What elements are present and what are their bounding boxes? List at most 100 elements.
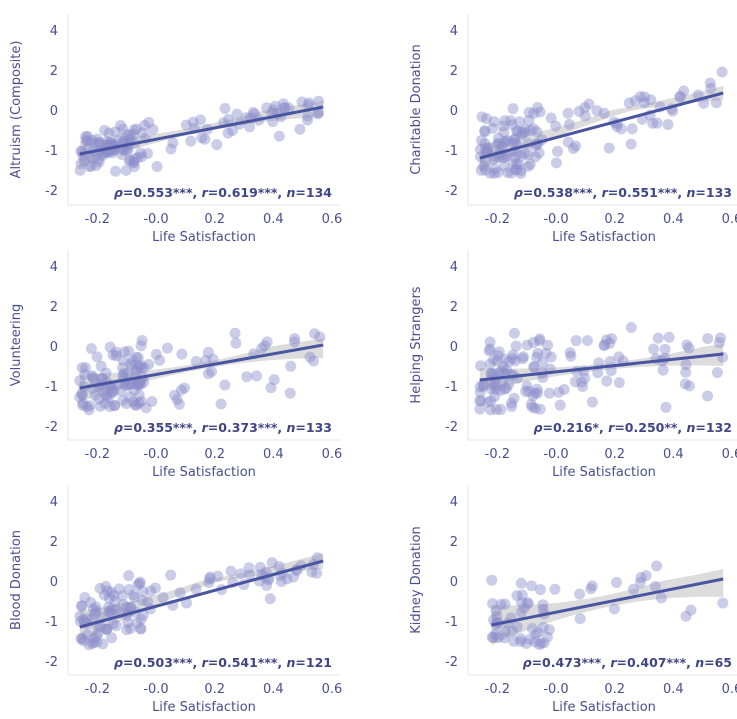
data-point — [521, 339, 533, 351]
data-point — [275, 576, 287, 588]
data-point — [564, 347, 576, 359]
data-point — [662, 119, 674, 131]
data-point — [122, 368, 134, 380]
data-point — [91, 351, 103, 363]
data-point — [511, 125, 523, 137]
data-point — [91, 605, 103, 617]
data-point — [505, 167, 517, 179]
data-point — [678, 85, 690, 97]
data-point — [273, 561, 285, 573]
data-point — [527, 390, 539, 402]
data-point — [534, 403, 546, 415]
data-point — [477, 380, 489, 392]
data-point — [579, 110, 591, 122]
data-point — [174, 587, 186, 599]
data-point — [498, 126, 510, 138]
data-point — [510, 340, 522, 352]
data-point — [124, 378, 136, 390]
data-point — [526, 401, 538, 413]
data-point — [615, 123, 627, 135]
data-point — [683, 380, 695, 392]
data-point — [569, 376, 581, 388]
data-point — [515, 577, 527, 589]
data-point — [532, 387, 544, 399]
data-point — [204, 571, 216, 583]
data-point — [509, 164, 521, 176]
data-point — [85, 160, 97, 172]
data-point — [521, 380, 533, 392]
data-point — [485, 395, 497, 407]
data-point — [105, 606, 117, 618]
data-point — [121, 624, 133, 636]
data-point — [534, 335, 546, 347]
data-point — [222, 127, 234, 139]
data-point — [80, 362, 92, 374]
data-point — [503, 356, 515, 368]
data-point — [579, 372, 591, 384]
data-point — [552, 145, 564, 157]
data-point — [492, 138, 504, 150]
data-point — [509, 355, 521, 367]
y-tick-label: 2 — [450, 64, 458, 79]
data-point — [506, 625, 518, 637]
data-point — [89, 389, 101, 401]
data-point — [94, 582, 106, 594]
data-point — [132, 579, 144, 591]
data-point — [519, 124, 531, 136]
data-point — [127, 354, 139, 366]
data-point — [106, 632, 118, 644]
data-point — [92, 154, 104, 166]
data-point — [265, 382, 277, 394]
data-point — [645, 94, 657, 106]
data-point — [532, 347, 544, 359]
x-tick-label: 0.6 — [322, 682, 343, 697]
data-point — [479, 138, 491, 150]
data-point — [116, 149, 128, 161]
data-point — [515, 167, 527, 179]
data-point — [491, 404, 503, 416]
data-point — [140, 402, 152, 414]
data-point — [487, 122, 499, 134]
data-point — [105, 383, 117, 395]
x-tick-label: -0.0 — [143, 212, 168, 227]
data-point — [123, 345, 135, 357]
data-point — [175, 384, 187, 396]
data-point — [127, 128, 139, 140]
data-point — [499, 353, 511, 365]
data-point — [570, 335, 582, 347]
data-point — [683, 342, 695, 354]
data-point — [625, 138, 637, 150]
data-point — [135, 147, 147, 159]
data-point — [101, 623, 113, 635]
x-tick-label: 0.2 — [604, 682, 625, 697]
data-point — [486, 574, 498, 586]
data-point — [499, 135, 511, 147]
data-point — [679, 378, 691, 390]
data-point — [94, 621, 106, 633]
panel-3: 4 2 0 -1 -2 -0.2 -0.0 0.2 0.4 0.6 Life Satisfactio… — [9, 250, 342, 480]
data-point — [83, 404, 95, 416]
data-point — [136, 151, 148, 163]
data-point — [125, 360, 137, 372]
data-point — [74, 391, 86, 403]
data-point — [249, 108, 261, 120]
data-point — [129, 399, 141, 411]
data-point — [142, 596, 154, 608]
data-point — [80, 131, 92, 143]
data-point — [489, 163, 501, 175]
data-point — [133, 361, 145, 373]
data-point — [97, 384, 109, 396]
data-point — [128, 157, 140, 169]
data-point — [586, 580, 598, 592]
data-point — [132, 352, 144, 364]
data-point — [537, 603, 549, 615]
data-point — [100, 389, 112, 401]
y-tick-label: -1 — [445, 615, 458, 630]
data-point — [135, 623, 147, 635]
data-point — [121, 601, 133, 613]
data-point — [289, 333, 301, 345]
data-point — [129, 153, 141, 165]
data-point — [101, 136, 113, 148]
data-point — [167, 137, 179, 149]
data-point — [527, 337, 539, 349]
